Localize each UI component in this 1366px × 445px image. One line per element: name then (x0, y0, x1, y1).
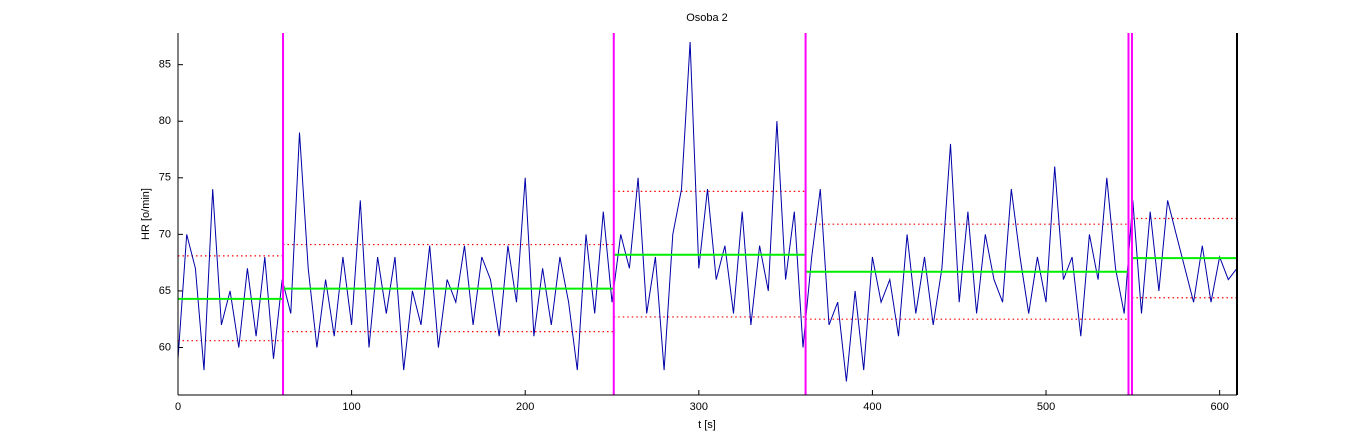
x-tick-label: 500 (1037, 401, 1055, 413)
x-tick-label: 300 (690, 401, 708, 413)
x-tick-label: 100 (342, 401, 360, 413)
chart-title: Osoba 2 (686, 12, 728, 24)
y-tick-label: 75 (159, 172, 171, 184)
x-axis-label: t [s] (698, 419, 716, 431)
x-tick-label: 600 (1210, 401, 1228, 413)
x-tick-label: 200 (516, 401, 534, 413)
y-tick-label: 70 (159, 228, 171, 240)
y-tick-label: 60 (159, 341, 171, 353)
x-tick-label: 0 (175, 401, 181, 413)
y-axis-label: HR [o/min] (140, 188, 152, 240)
y-tick-label: 85 (159, 59, 171, 71)
y-tick-label: 65 (159, 285, 171, 297)
x-tick-label: 400 (863, 401, 881, 413)
y-tick-label: 80 (159, 115, 171, 127)
hr-line (177, 41, 1238, 382)
